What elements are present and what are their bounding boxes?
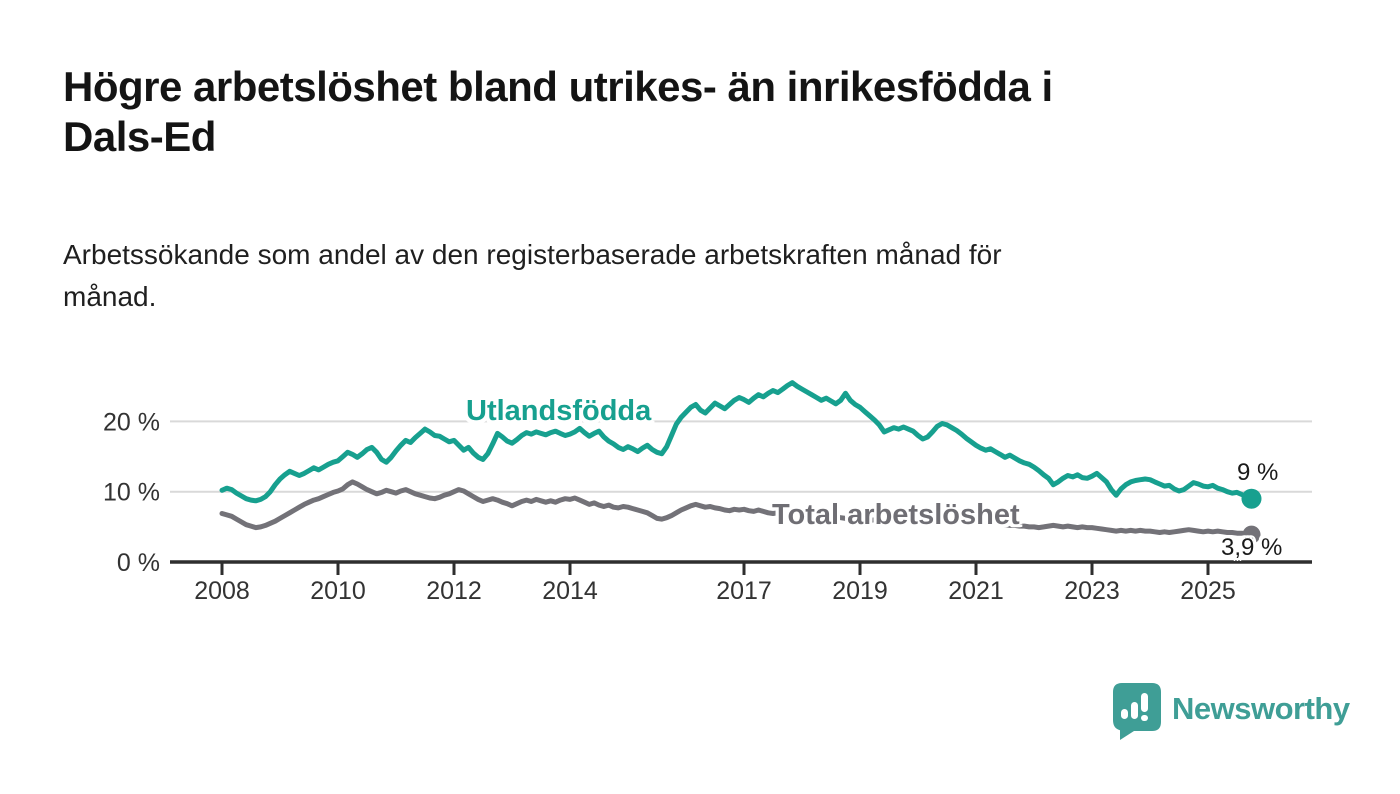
svg-text:2021: 2021 bbox=[948, 577, 1004, 605]
newsworthy-logo: Newsworthy bbox=[1112, 683, 1350, 740]
svg-text:2008: 2008 bbox=[194, 577, 250, 605]
page-title-line2: Dals-Ed bbox=[63, 112, 216, 160]
series-label-utlandsfodda: Utlandsfödda bbox=[466, 395, 652, 427]
svg-text:20 %: 20 % bbox=[103, 408, 160, 436]
chart-subtitle: Arbetssökande som andel av den registerb… bbox=[63, 234, 1303, 318]
x-axis-tick-labels: 2008 2010 2012 2014 2017 2019 2021 2023 2025 bbox=[194, 577, 1236, 605]
page-title: Högre arbetslöshet bland utrikes- än inr… bbox=[63, 62, 1303, 162]
chart-subtitle-line2: månad. bbox=[63, 281, 157, 312]
svg-text:2017: 2017 bbox=[716, 577, 772, 605]
end-value-label-total: 3,9 % bbox=[1221, 534, 1283, 561]
svg-text:0 %: 0 % bbox=[117, 549, 160, 577]
page-title-line1: Högre arbetslöshet bland utrikes- än inr… bbox=[63, 63, 1053, 110]
chart-subtitle-line1: Arbetssökande som andel av den registerb… bbox=[63, 239, 1002, 270]
svg-text:2023: 2023 bbox=[1064, 577, 1120, 605]
series-label-total-arbetsloshet: Total arbetslöshet bbox=[772, 499, 1020, 531]
svg-text:2010: 2010 bbox=[310, 577, 366, 605]
svg-text:10 %: 10 % bbox=[103, 479, 160, 507]
svg-text:2025: 2025 bbox=[1180, 577, 1236, 605]
newsworthy-logo-text: Newsworthy bbox=[1172, 691, 1350, 726]
series-total-arbetsloshet-line bbox=[219, 479, 1261, 544]
svg-text:2012: 2012 bbox=[426, 577, 482, 605]
y-axis-tick-labels: 0 % 10 % 20 % bbox=[103, 408, 160, 577]
series-utlandsfodda-line bbox=[219, 380, 1262, 509]
end-value-label-utlandsfodda: 9 % bbox=[1237, 459, 1279, 486]
newsworthy-logo-icon bbox=[1113, 683, 1161, 740]
svg-text:2019: 2019 bbox=[832, 577, 888, 605]
x-axis-ticks bbox=[220, 562, 1210, 575]
svg-text:2014: 2014 bbox=[542, 577, 598, 605]
